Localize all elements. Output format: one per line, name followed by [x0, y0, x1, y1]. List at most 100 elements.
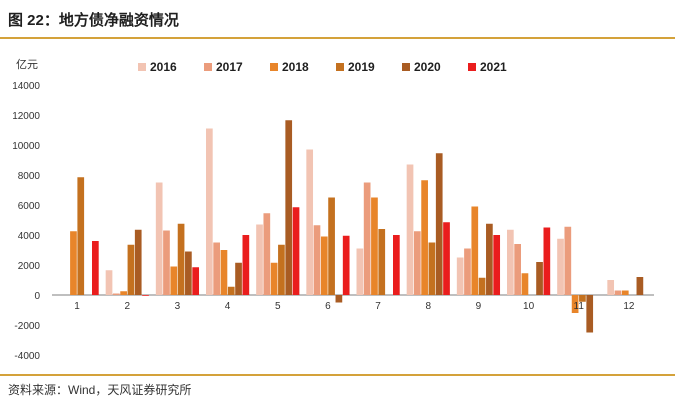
y-axis: 14000 12000 10000 8000 6000 4000 2000 0 -2000 -40… — [12, 81, 654, 362]
bar-2021-9 — [493, 235, 501, 295]
bar-2017-7 — [363, 182, 371, 295]
bar-2021-3 — [192, 267, 200, 295]
bar-2020-2 — [134, 229, 142, 295]
y-tick-label: 6000 — [18, 201, 41, 212]
bar-2018-12 — [621, 290, 629, 295]
legend-label-2021: 2021 — [480, 60, 507, 74]
y-tick-label: -2000 — [14, 321, 40, 332]
bar-2020-9 — [486, 223, 493, 295]
bar-2021-1 — [92, 241, 99, 295]
bar-2018-1 — [70, 231, 77, 295]
bar-2021-4 — [242, 235, 250, 295]
y-tick-label: -4000 — [14, 351, 40, 362]
bar-2020-8 — [435, 153, 443, 295]
bar-2017-8 — [413, 231, 421, 295]
bar-2016-12 — [607, 280, 615, 295]
bar-2019-5 — [278, 244, 285, 295]
bar-2016-10 — [507, 229, 514, 295]
bar-2016-4 — [206, 128, 213, 295]
legend-swatch-2016 — [138, 63, 146, 71]
bar-2019-6 — [328, 197, 335, 295]
bars — [70, 120, 644, 333]
y-tick-label: 10000 — [12, 141, 40, 152]
y-tick-label: 12000 — [12, 111, 40, 122]
bottom-divider — [0, 374, 675, 376]
bar-2020-10 — [536, 262, 543, 295]
bar-2017-9 — [464, 248, 471, 295]
bar-2017-6 — [313, 225, 321, 295]
bar-2020-4 — [235, 262, 242, 295]
bar-2018-8 — [421, 180, 428, 295]
x-tick-label: 4 — [225, 301, 231, 312]
bar-2021-7 — [393, 235, 400, 295]
bar-2018-7 — [371, 197, 378, 295]
legend-swatch-2021 — [468, 63, 476, 71]
legend-label-2017: 2017 — [216, 60, 243, 74]
bar-2017-2 — [112, 293, 120, 295]
legend-label-2019: 2019 — [348, 60, 375, 74]
x-tick-label: 6 — [325, 301, 331, 312]
bar-2016-9 — [456, 257, 464, 295]
bar-2018-2 — [120, 291, 127, 295]
bar-2021-6 — [342, 235, 350, 295]
bar-2016-8 — [406, 164, 414, 295]
y-tick-label: 2000 — [18, 261, 41, 272]
legend: 2016 2017 2018 2019 2020 2021 — [138, 60, 507, 74]
bar-2019-9 — [478, 277, 486, 295]
y-tick-label: 4000 — [18, 231, 41, 242]
x-axis: 1 2 3 4 5 6 7 8 9 10 11 12 — [74, 301, 635, 312]
bar-2019-11 — [579, 295, 586, 302]
bar-2021-2 — [142, 295, 149, 296]
top-divider — [0, 37, 675, 39]
y-tick-label: 14000 — [12, 81, 40, 92]
bar-2016-6 — [306, 149, 314, 295]
bar-2018-3 — [170, 266, 178, 295]
bar-2016-5 — [256, 224, 263, 295]
legend-label-2016: 2016 — [150, 60, 177, 74]
bar-2016-7 — [356, 248, 364, 295]
x-tick-label: 1 — [74, 301, 80, 312]
figure-title: 图 22：地方债净融资情况 — [8, 12, 179, 29]
x-tick-label: 11 — [574, 301, 585, 312]
bar-2016-3 — [155, 182, 163, 295]
legend-swatch-2020 — [402, 63, 410, 71]
bar-2018-9 — [471, 206, 479, 295]
bar-2021-8 — [443, 222, 450, 295]
legend-label-2020: 2020 — [414, 60, 441, 74]
bar-2020-6 — [335, 295, 343, 303]
bar-2020-3 — [185, 251, 192, 295]
legend-swatch-2018 — [270, 63, 278, 71]
bar-2019-3 — [177, 223, 185, 295]
x-tick-label: 8 — [425, 301, 431, 312]
x-tick-label: 2 — [124, 301, 130, 312]
bar-chart: 亿元 2016 2017 2018 2019 2020 2021 140001200010… — [12, 58, 654, 362]
x-tick-label: 3 — [175, 301, 181, 312]
bar-2017-12 — [614, 290, 622, 295]
legend-swatch-2019 — [336, 63, 344, 71]
bar-2018-10 — [521, 273, 529, 295]
bar-2021-10 — [543, 227, 551, 295]
bar-2017-4 — [213, 242, 220, 295]
x-tick-label: 12 — [623, 301, 635, 312]
source-note: 资料来源：Wind，天风证券研究所 — [8, 383, 192, 397]
bar-2020-5 — [285, 120, 293, 295]
y-tick-label: 8000 — [18, 171, 41, 182]
y-tick-label: 0 — [34, 291, 40, 302]
bar-2018-11 — [571, 295, 579, 313]
bar-2019-8 — [428, 242, 436, 295]
bar-2020-12 — [636, 277, 644, 295]
bar-2017-10 — [514, 244, 521, 295]
bar-2018-4 — [220, 250, 228, 295]
bar-2017-3 — [163, 230, 170, 295]
bar-2018-5 — [270, 262, 278, 295]
bar-2019-1 — [77, 177, 85, 295]
x-tick-label: 7 — [375, 301, 381, 312]
x-tick-label: 9 — [476, 301, 482, 312]
bar-2018-6 — [320, 236, 328, 295]
bar-2016-2 — [105, 270, 113, 295]
x-tick-label: 5 — [275, 301, 281, 312]
bar-2019-2 — [127, 244, 135, 295]
x-tick-label: 10 — [523, 301, 535, 312]
legend-label-2018: 2018 — [282, 60, 309, 74]
bar-2017-5 — [263, 213, 271, 295]
